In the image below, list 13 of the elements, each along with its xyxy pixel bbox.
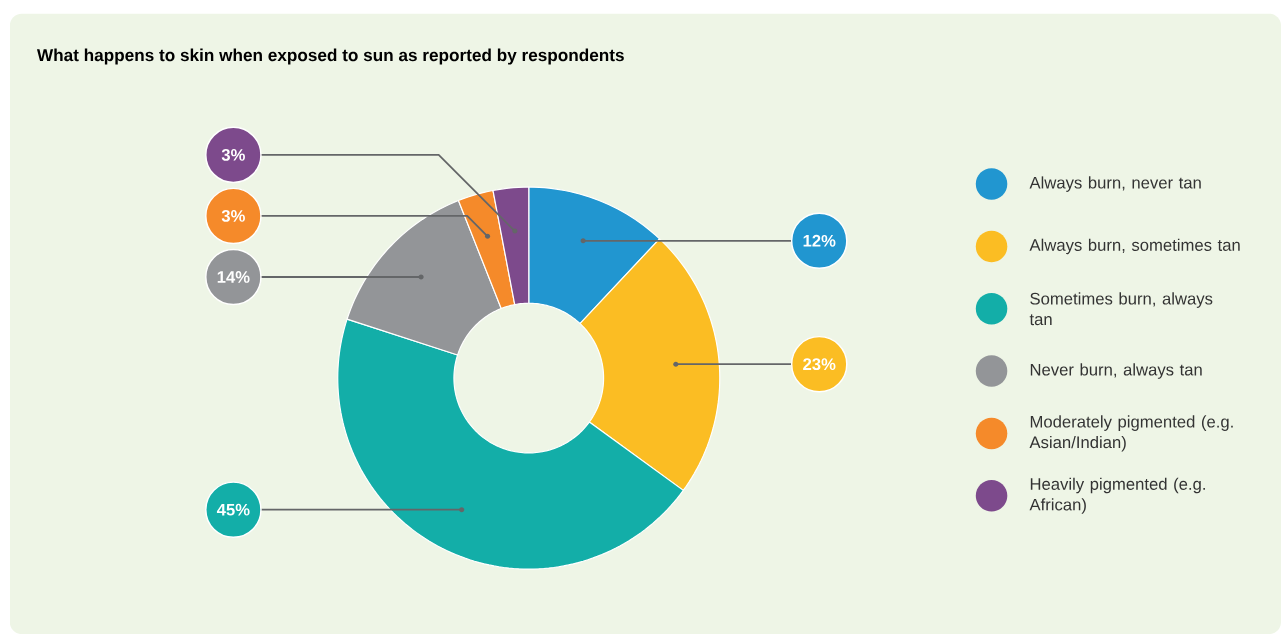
chart-title: What happens to skin when exposed to sun as reported by respondents — [36, 48, 624, 65]
data-label: 45% — [216, 503, 250, 516]
legend-label: Never burn, always tan — [1030, 363, 1202, 379]
data-label: 23% — [803, 358, 836, 371]
legend-label: Always burn, sometimes tan — [1029, 238, 1240, 255]
data-label: 12% — [803, 234, 836, 247]
legend-label: Sometimes burn, always tan — [1029, 292, 1213, 326]
data-label: 3% — [221, 148, 245, 161]
legend-label: Moderately pigmented (e.g. Asian/Indian) — [1029, 415, 1233, 452]
legend-label: Always burn, never tan — [1029, 176, 1201, 192]
legend-label: Heavily pigmented (e.g. African) — [1029, 477, 1205, 514]
data-label: 14% — [217, 271, 250, 283]
data-label: 3% — [221, 209, 245, 222]
